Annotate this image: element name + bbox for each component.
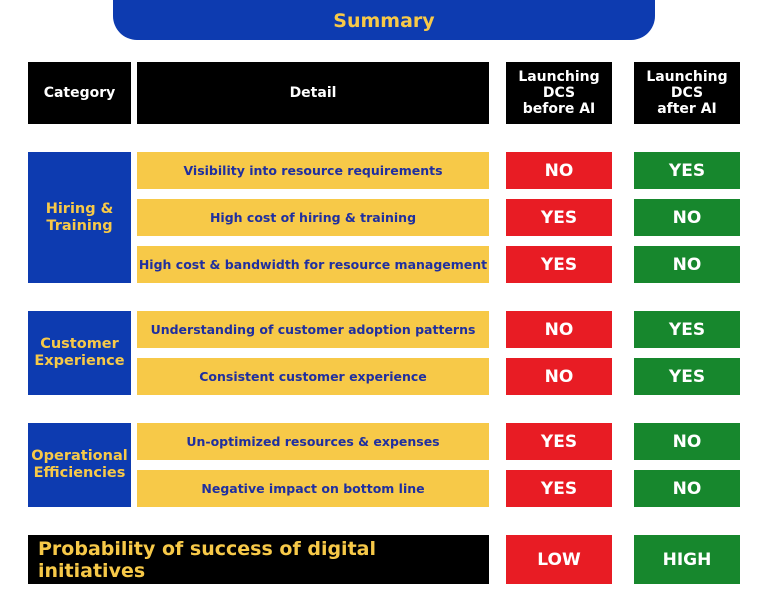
after-ai-value: YES	[634, 152, 740, 189]
after-ai-value: YES	[634, 358, 740, 395]
value-label: NO	[672, 478, 702, 499]
footer-label-text: Probability of success of digital initia…	[38, 537, 376, 582]
before-ai-value: YES	[506, 470, 612, 507]
after-ai-value: NO	[634, 246, 740, 283]
value-label: NO	[672, 254, 702, 275]
value-label: YES	[540, 207, 578, 228]
detail-label: Visibility into resource requirements	[183, 163, 443, 178]
before-ai-value: NO	[506, 311, 612, 348]
value-label: YES	[540, 431, 578, 452]
value-label: NO	[544, 319, 574, 340]
category-hiring-training: Hiring & Training	[28, 152, 131, 283]
after-ai-value: NO	[634, 199, 740, 236]
value-label: YES	[668, 366, 706, 387]
value-label: LOW	[537, 549, 581, 570]
after-ai-value: NO	[634, 470, 740, 507]
header-category-label: Category	[43, 84, 116, 101]
header-before-ai-label: Launching DCS before AI	[518, 68, 600, 118]
after-ai-value: YES	[634, 311, 740, 348]
value-label: YES	[540, 254, 578, 275]
footer-after-ai-value: HIGH	[634, 535, 740, 584]
header-after-ai: Launching DCS after AI	[634, 62, 740, 124]
footer-probability-label: Probability of success of digital initia…	[28, 535, 489, 584]
category-operational-efficiencies: Operational Efficiencies	[28, 423, 131, 507]
value-label: NO	[672, 431, 702, 452]
detail-label: High cost & bandwidth for resource manag…	[138, 257, 488, 272]
value-label: NO	[544, 366, 574, 387]
detail-cell: High cost of hiring & training	[137, 199, 489, 236]
detail-label: Understanding of customer adoption patte…	[150, 322, 476, 337]
before-ai-value: YES	[506, 423, 612, 460]
header-before-ai: Launching DCS before AI	[506, 62, 612, 124]
value-label: NO	[672, 207, 702, 228]
value-label: YES	[668, 319, 706, 340]
page-title: Summary	[333, 10, 435, 32]
detail-cell: Consistent customer experience	[137, 358, 489, 395]
detail-label: Consistent customer experience	[199, 369, 427, 384]
detail-label: High cost of hiring & training	[209, 210, 417, 225]
header-after-ai-label: Launching DCS after AI	[646, 68, 728, 118]
before-ai-value: YES	[506, 199, 612, 236]
header-detail-label: Detail	[289, 84, 337, 101]
before-ai-value: YES	[506, 246, 612, 283]
category-label: Hiring & Training	[45, 200, 114, 234]
detail-cell: Visibility into resource requirements	[137, 152, 489, 189]
header-category: Category	[28, 62, 131, 124]
category-label: Operational Efficiencies	[31, 448, 128, 481]
footer-before-ai-value: LOW	[506, 535, 612, 584]
detail-cell: High cost & bandwidth for resource manag…	[137, 246, 489, 283]
category-customer-experience: Customer Experience	[28, 311, 131, 395]
before-ai-value: NO	[506, 358, 612, 395]
value-label: NO	[544, 160, 574, 181]
value-label: YES	[668, 160, 706, 181]
value-label: HIGH	[662, 549, 712, 570]
detail-cell: Understanding of customer adoption patte…	[137, 311, 489, 348]
summary-title-banner: Summary	[113, 0, 655, 40]
after-ai-value: NO	[634, 423, 740, 460]
detail-cell: Negative impact on bottom line	[137, 470, 489, 507]
category-label: Customer Experience	[34, 336, 125, 369]
before-ai-value: NO	[506, 152, 612, 189]
detail-label: Un-optimized resources & expenses	[186, 434, 440, 449]
value-label: YES	[540, 478, 578, 499]
detail-cell: Un-optimized resources & expenses	[137, 423, 489, 460]
detail-label: Negative impact on bottom line	[201, 481, 425, 496]
header-detail: Detail	[137, 62, 489, 124]
